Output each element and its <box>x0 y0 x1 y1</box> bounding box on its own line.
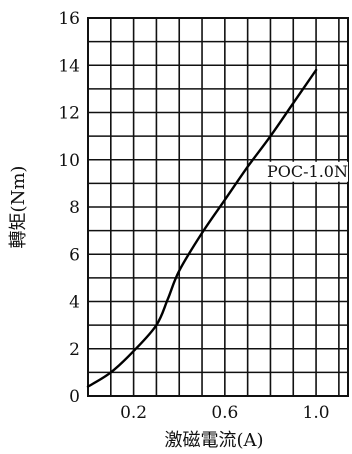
y-tick-label: 6 <box>69 245 80 265</box>
y-axis-title: 轉矩(Nm) <box>8 166 29 249</box>
x-tick-labels: 0.2 0.6 1.0 <box>120 403 330 423</box>
x-tick-label: 0.6 <box>211 403 238 423</box>
series-line-poc-1-0n <box>86 68 318 388</box>
y-tick-label: 16 <box>58 9 80 29</box>
y-tick-label: 0 <box>69 387 80 407</box>
y-tick-label: 8 <box>69 198 80 218</box>
series-label-box: POC-1.0N <box>261 161 348 182</box>
y-tick-label: 4 <box>69 293 80 313</box>
y-tick-labels: 0 2 4 6 8 10 12 14 16 <box>58 9 80 407</box>
y-tick-label: 10 <box>58 151 80 171</box>
y-tick-label: 12 <box>58 104 80 124</box>
y-tick-label: 14 <box>58 56 80 76</box>
grid-lines <box>88 18 348 396</box>
series-label-poc-1-0n: POC-1.0N <box>267 162 348 181</box>
x-axis-title: 激磁電流(A) <box>164 430 263 451</box>
plot-frame <box>87 17 349 397</box>
x-tick-label: 1.0 <box>303 403 330 423</box>
y-tick-label: 2 <box>69 340 80 360</box>
x-tick-label: 0.2 <box>120 403 147 423</box>
